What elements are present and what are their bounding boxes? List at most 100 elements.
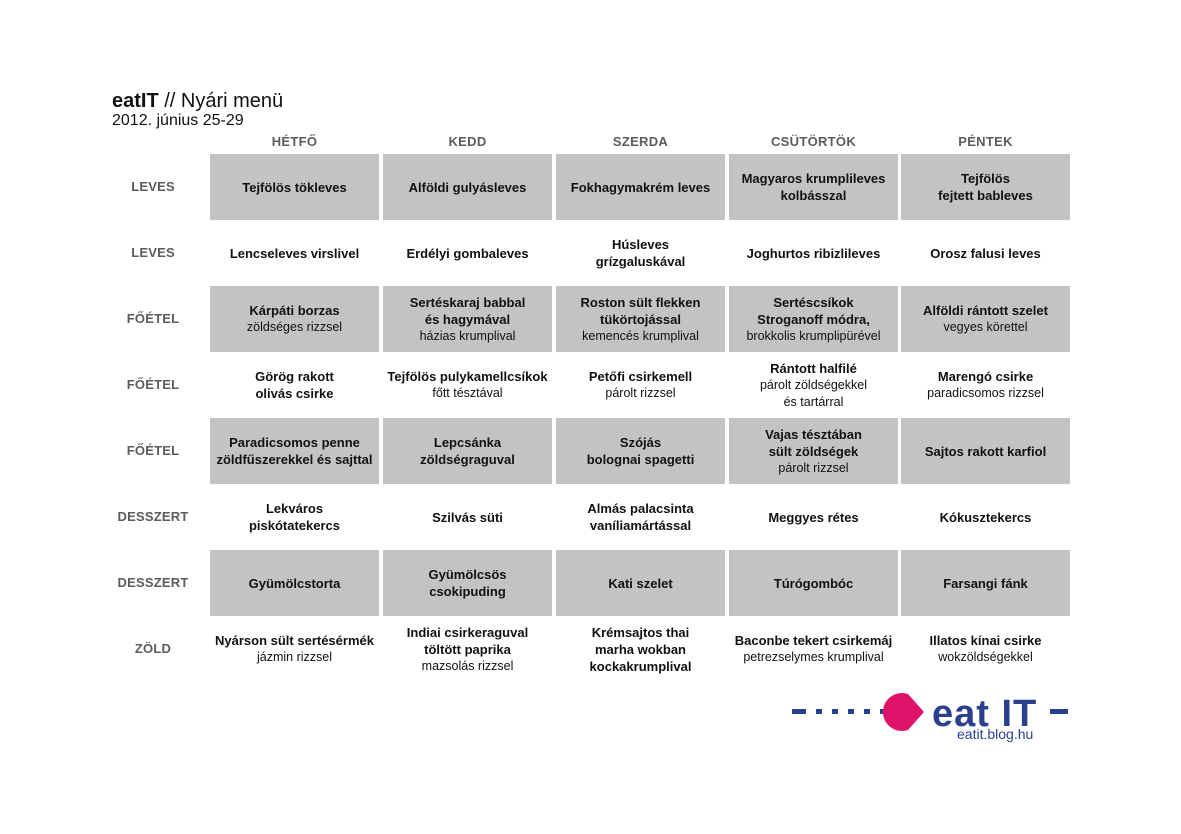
menu-cell: Petőfi csirkemell párolt rizzsel bbox=[556, 352, 725, 418]
menu-cell: Gyümölcsös csokipuding bbox=[383, 550, 552, 616]
menu-cell: Húsleves grízgaluskával bbox=[556, 220, 725, 286]
menu-cell: Alföldi gulyásleves bbox=[383, 154, 552, 220]
dish-name: Sajtos rakott karfiol bbox=[924, 443, 1047, 459]
dish-name: Almás palacsinta vaníliamártással bbox=[587, 501, 694, 533]
menu-cell: Lepcsánka zöldségraguval bbox=[383, 418, 552, 484]
menu-cell: Meggyes rétes bbox=[729, 484, 898, 550]
menu-cell: Rántott halfilé párolt zöldségekkel és ta… bbox=[729, 352, 898, 418]
dish-side: brokkolis krumplipürével bbox=[746, 328, 881, 343]
dish-name: Kati szelet bbox=[608, 575, 673, 591]
menu-cell: Sertéskaraj babbal és hagymával házias kr… bbox=[383, 286, 552, 352]
menu-cell: Tejfölös fejtett bableves bbox=[901, 154, 1070, 220]
dish-name: Nyárson sült sertésérmék bbox=[215, 633, 374, 648]
menu-cell: Paradicsomos penne zöldfűszerekkel és sa… bbox=[210, 418, 379, 484]
menu-cell: Gyümölcstorta bbox=[210, 550, 379, 616]
page-title: eatIT // Nyári menü bbox=[112, 89, 283, 113]
menu-cell: Sajtos rakott karfiol bbox=[901, 418, 1070, 484]
dish-side: főtt tésztával bbox=[432, 386, 503, 400]
menu-cell: Orosz falusi leves bbox=[901, 220, 1070, 286]
menu-cell: Kárpáti borzas zöldséges rizzsel bbox=[210, 286, 379, 352]
title-rest: // Nyári menü bbox=[158, 90, 284, 112]
dish-side: petrezselymes krumplival bbox=[743, 650, 884, 664]
menu-cell: Fokhagymakrém leves bbox=[556, 154, 725, 220]
menu-cell: Roston sült flekken tükörtojással kemencé… bbox=[556, 286, 725, 352]
dish-side: párolt zöldségekkel és tartárral bbox=[759, 377, 867, 409]
menu-cell: Lencseleves virslivel bbox=[210, 220, 379, 286]
dish-name: Görög rakott olivás csirke bbox=[255, 369, 334, 401]
menu-cell: Magyaros krumplileves kolbásszal bbox=[729, 154, 898, 220]
course-label: DESSZERT bbox=[117, 509, 189, 524]
dish-side: zöldséges rizzsel bbox=[246, 320, 343, 334]
dish-name: Lencseleves virslivel bbox=[229, 245, 360, 261]
menu-cell: Túrógombóc bbox=[729, 550, 898, 616]
dish-name: Illatos kínai csirke bbox=[929, 633, 1042, 648]
dish-name: Szójás bolognai spagetti bbox=[586, 435, 695, 467]
dish-side: párolt rizzsel bbox=[778, 460, 849, 475]
dish-side: házias krumplival bbox=[419, 328, 516, 343]
dish-side: paradicsomos rizzsel bbox=[927, 386, 1044, 400]
menu-cell: Indiai csirkeraguval töltött paprika mazs… bbox=[383, 616, 552, 682]
dish-name: Tejfölös fejtett bableves bbox=[938, 171, 1033, 203]
menu-cell: Tejfölös pulykamellcsíkok főtt tésztával bbox=[383, 352, 552, 418]
day-header: KEDD bbox=[448, 134, 487, 149]
dish-name: Vajas tésztában sült zöldségek bbox=[765, 426, 862, 459]
dish-side: kemencés krumplival bbox=[582, 328, 699, 343]
dish-side: jázmin rizzsel bbox=[256, 650, 332, 664]
dish-name: Lekváros piskótatekercs bbox=[248, 501, 341, 533]
menu-cell: Nyárson sült sertésérmék jázmin rizzsel bbox=[210, 616, 379, 682]
menu-cell: Illatos kínai csirke wokzöldségekkel bbox=[901, 616, 1070, 682]
course-label: FŐÉTEL bbox=[126, 377, 180, 392]
dish-name: Paradicsomos penne zöldfűszerekkel és sa… bbox=[216, 435, 373, 467]
dish-name: Marengó csirke bbox=[937, 369, 1034, 384]
course-label: FŐÉTEL bbox=[126, 443, 180, 458]
menu-cell: Sertéscsíkok Stroganoff módra, brokkolis … bbox=[729, 286, 898, 352]
dish-name: Rántott halfilé bbox=[770, 360, 857, 376]
dish-name: Meggyes rétes bbox=[768, 509, 859, 525]
dish-name: Sertéskaraj babbal és hagymával bbox=[409, 294, 526, 327]
dish-name: Lepcsánka zöldségraguval bbox=[420, 435, 515, 467]
menu-cell: Vajas tésztában sült zöldségek párolt riz… bbox=[729, 418, 898, 484]
dish-name: Indiai csirkeraguval töltött paprika bbox=[406, 624, 529, 657]
dish-name: Alföldi gulyásleves bbox=[408, 179, 527, 195]
dish-name: Gyümölcstorta bbox=[248, 575, 341, 591]
dish-name: Roston sült flekken tükörtojással bbox=[580, 294, 701, 327]
course-label: FŐÉTEL bbox=[126, 311, 180, 326]
day-header: HÉTFŐ bbox=[271, 134, 318, 149]
eatit-logo: eat IT bbox=[792, 693, 1068, 735]
dish-name: Farsangi fánk bbox=[943, 575, 1028, 591]
menu-date: 2012. június 25-29 bbox=[112, 112, 244, 129]
dish-name: Kókusztekercs bbox=[939, 509, 1032, 525]
menu-cell: Görög rakott olivás csirke bbox=[210, 352, 379, 418]
menu-cell: Almás palacsinta vaníliamártással bbox=[556, 484, 725, 550]
day-header: PÉNTEK bbox=[958, 134, 1013, 149]
dish-name: Orosz falusi leves bbox=[930, 245, 1041, 261]
dish-name: Petőfi csirkemell bbox=[588, 369, 693, 384]
dish-side: párolt rizzsel bbox=[605, 386, 676, 400]
logo-text: eat IT bbox=[932, 693, 1037, 735]
dish-name: Sertéscsíkok Stroganoff módra, bbox=[757, 294, 870, 327]
course-label: DESSZERT bbox=[117, 575, 189, 590]
dish-name: Magyaros krumplileves kolbásszal bbox=[741, 171, 886, 203]
menu-cell: Kókusztekercs bbox=[901, 484, 1070, 550]
dish-name: Baconbe tekert csirkemáj bbox=[734, 633, 893, 648]
day-header: SZERDA bbox=[612, 134, 669, 149]
menu-cell: Erdélyi gombaleves bbox=[383, 220, 552, 286]
menu-cell: Tejfölös tökleves bbox=[210, 154, 379, 220]
dish-name: Krémsajtos thai marha wokban kockakrumpl… bbox=[589, 624, 692, 674]
menu-cell: Baconbe tekert csirkemáj petrezselymes kr… bbox=[729, 616, 898, 682]
dish-name: Fokhagymakrém leves bbox=[570, 179, 711, 195]
pacman-logo-icon bbox=[882, 693, 924, 731]
menu-cell: Alföldi rántott szelet vegyes körettel bbox=[901, 286, 1070, 352]
day-header: CSÜTÖRTÖK bbox=[770, 134, 857, 149]
dish-side: wokzöldségekkel bbox=[938, 650, 1033, 664]
dish-name: Szilvás süti bbox=[432, 509, 503, 525]
dish-name: Kárpáti borzas bbox=[249, 303, 340, 318]
dish-side: vegyes körettel bbox=[943, 320, 1028, 334]
dish-name: Túrógombóc bbox=[773, 575, 854, 591]
menu-cell: Joghurtos ribizlileves bbox=[729, 220, 898, 286]
blog-url: eatit.blog.hu bbox=[957, 726, 1034, 742]
dish-name: Gyümölcsös csokipuding bbox=[428, 567, 507, 599]
course-label: LEVES bbox=[131, 245, 175, 260]
dish-name: Tejfölös tökleves bbox=[242, 179, 347, 195]
brand-name: eatIT bbox=[112, 90, 159, 112]
